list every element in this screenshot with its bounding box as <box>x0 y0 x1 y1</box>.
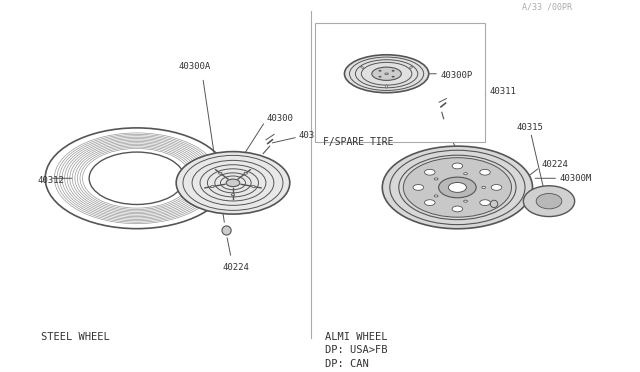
Ellipse shape <box>449 183 467 192</box>
Ellipse shape <box>435 195 438 197</box>
Ellipse shape <box>379 76 381 77</box>
Text: 40315: 40315 <box>517 124 544 132</box>
Circle shape <box>222 226 231 235</box>
Ellipse shape <box>492 185 502 190</box>
Ellipse shape <box>219 172 222 174</box>
Ellipse shape <box>386 85 387 88</box>
Ellipse shape <box>382 146 532 229</box>
Ellipse shape <box>252 186 255 187</box>
Text: 40311: 40311 <box>299 131 326 140</box>
Text: 40300A: 40300A <box>178 62 211 71</box>
Text: F/SPARE TIRE: F/SPARE TIRE <box>323 137 393 147</box>
Ellipse shape <box>379 70 381 71</box>
Ellipse shape <box>231 194 235 196</box>
Ellipse shape <box>392 70 394 71</box>
Ellipse shape <box>452 163 463 169</box>
Ellipse shape <box>463 173 467 175</box>
Text: 40224: 40224 <box>223 263 250 272</box>
Ellipse shape <box>482 186 486 189</box>
Text: ALMI WHEEL
DP: USA>FB
DP: CAN: ALMI WHEEL DP: USA>FB DP: CAN <box>324 332 387 369</box>
Ellipse shape <box>424 200 435 205</box>
Ellipse shape <box>463 200 467 202</box>
Ellipse shape <box>413 185 424 190</box>
Text: 40300M: 40300M <box>560 174 592 183</box>
Ellipse shape <box>176 152 290 214</box>
Ellipse shape <box>385 73 388 74</box>
Text: STEEL WHEEL: STEEL WHEEL <box>40 332 109 342</box>
Text: 40311: 40311 <box>490 87 516 96</box>
Text: 40300: 40300 <box>267 114 294 123</box>
Text: 40300P: 40300P <box>441 71 473 80</box>
Ellipse shape <box>344 55 429 93</box>
Text: 40224: 40224 <box>541 160 568 169</box>
Ellipse shape <box>524 186 575 217</box>
Ellipse shape <box>480 169 490 175</box>
Bar <box>316 23 485 142</box>
Ellipse shape <box>226 179 240 187</box>
Ellipse shape <box>392 76 394 77</box>
Ellipse shape <box>360 66 364 68</box>
Text: A/33 /00PR: A/33 /00PR <box>522 3 572 12</box>
Ellipse shape <box>211 186 214 187</box>
Circle shape <box>490 200 498 208</box>
Ellipse shape <box>424 169 435 175</box>
Ellipse shape <box>536 193 562 209</box>
Ellipse shape <box>372 67 401 80</box>
Ellipse shape <box>435 178 438 180</box>
Ellipse shape <box>403 158 511 217</box>
Ellipse shape <box>410 66 413 68</box>
Ellipse shape <box>244 172 248 174</box>
Ellipse shape <box>480 200 490 205</box>
Text: 40300A: 40300A <box>420 124 453 132</box>
Text: 40312: 40312 <box>38 176 65 185</box>
Ellipse shape <box>452 206 463 212</box>
Ellipse shape <box>438 177 476 198</box>
